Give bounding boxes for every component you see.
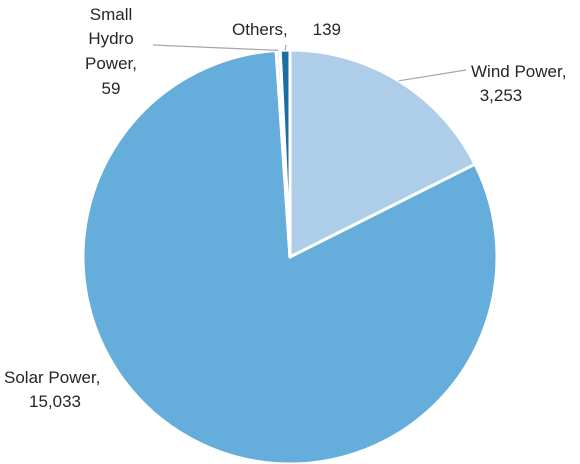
label-small-hydro-value: 59 (102, 79, 121, 98)
label-small-hydro-line2: Hydro (88, 29, 133, 48)
label-wind-name: Wind Power, (471, 62, 566, 81)
slice-labels: Wind Power, 3,253 Solar Power, 15,033 Sm… (4, 5, 566, 411)
leader-line-others (284, 44, 287, 51)
label-wind-value: 3,253 (480, 86, 523, 105)
label-others-name: Others, (232, 20, 288, 39)
pie-slices (81, 48, 499, 464)
pie-slice-wind-power (288, 48, 477, 259)
leader-line-small-hydro (152, 44, 279, 51)
label-small-hydro-line1: Small (90, 5, 133, 24)
label-solar-name: Solar Power, (4, 368, 100, 387)
label-others-value: 139 (313, 20, 341, 39)
leader-line-wind (398, 69, 467, 82)
leader-lines (152, 44, 467, 82)
label-small-hydro-line3: Power, (85, 54, 137, 73)
label-solar-value: 15,033 (29, 392, 81, 411)
